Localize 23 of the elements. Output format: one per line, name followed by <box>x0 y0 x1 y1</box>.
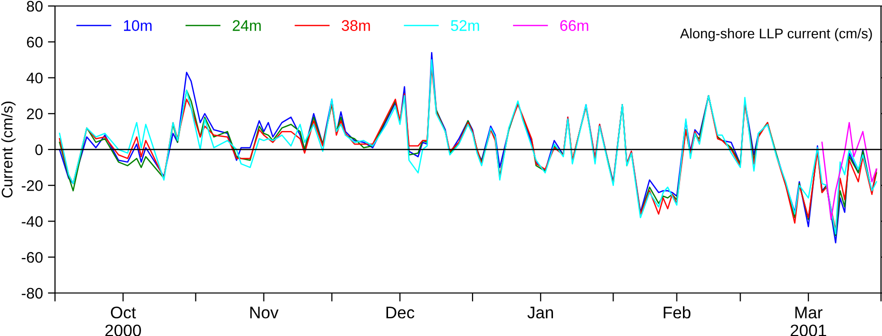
x-tick-label: Jan <box>527 306 553 318</box>
y-tick-label: -60 <box>22 252 43 263</box>
y-axis-title: Current (cm/s) <box>1 102 16 198</box>
legend-label: 10m <box>124 20 152 31</box>
x-tick-label: Mar 2001 <box>790 306 826 336</box>
legend-label: 38m <box>342 20 370 31</box>
x-tick-label: Oct 2000 <box>105 306 141 336</box>
line-series <box>821 122 878 220</box>
y-tick-label: -20 <box>22 180 43 192</box>
y-tick-label: -40 <box>22 216 43 227</box>
legend-label: 52m <box>450 20 480 31</box>
x-tick-label: Dec <box>386 306 414 318</box>
annotation: Along-shore LLP current (cm/s) <box>680 28 872 42</box>
x-tick-label: Feb <box>664 306 690 318</box>
y-tick-label: 80 <box>26 0 43 12</box>
y-tick-label: 0 <box>35 144 43 156</box>
y-tick-label: 20 <box>26 108 43 120</box>
legend-label: 66m <box>560 20 588 31</box>
x-tick-label: Nov <box>250 306 279 318</box>
y-tick-label: 60 <box>26 36 43 48</box>
y-tick-label: -80 <box>22 288 43 299</box>
legend-label: 24m <box>232 20 261 31</box>
y-tick-label: 40 <box>26 72 43 84</box>
